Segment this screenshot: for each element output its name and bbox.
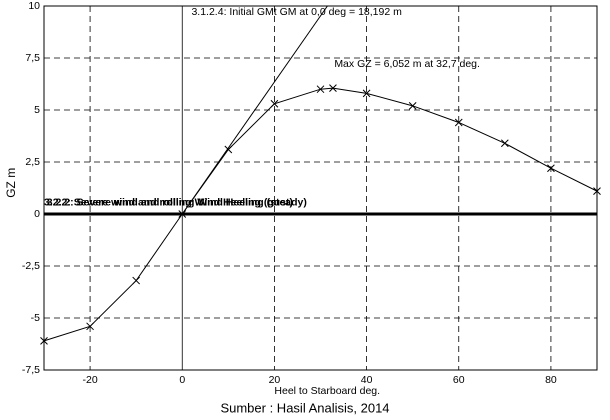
point-marker (86, 322, 94, 331)
annotation: 3.2.2: Severe wind and rolling Wind Heel… (47, 196, 307, 208)
point-marker (362, 89, 371, 98)
point-marker (500, 139, 509, 148)
plot-frame (43, 5, 598, 371)
y-tick-label: 2,5 (25, 156, 40, 168)
y-tick-label: 5 (34, 104, 40, 116)
y-tick-label: 10 (28, 0, 40, 12)
x-tick-label: 80 (545, 374, 557, 386)
point-marker (408, 101, 417, 110)
annotation: 3.2.2: Severe wind and rolling Wind Heel… (44, 196, 293, 208)
y-tick-label: -7,5 (22, 364, 40, 376)
x-tick-label: 20 (269, 374, 281, 386)
x-tick-label: 0 (179, 374, 185, 386)
y-tick-label: -5 (31, 312, 40, 324)
point-marker (547, 164, 555, 173)
point-marker (132, 276, 141, 285)
point-marker (316, 85, 325, 94)
y-tick-label: 7,5 (25, 52, 40, 64)
x-tick-label: 40 (361, 374, 373, 386)
caption: Sumber : Hasil Analisis, 2014 (220, 400, 389, 415)
annotation: Max GZ = 6,052 m at 32,7 deg. (334, 58, 480, 70)
x-tick-label: 60 (453, 374, 465, 386)
x-axis-label: Heel to Starboard deg. (274, 385, 380, 397)
point-marker (329, 84, 337, 92)
y-axis-label: GZ m (4, 168, 18, 198)
series-line (43, 87, 598, 342)
y-tick-label: 0 (34, 208, 40, 220)
series-line (181, 5, 328, 215)
point-marker (593, 187, 601, 195)
x-tick-label: -20 (82, 374, 97, 386)
y-tick-label: -2,5 (22, 260, 40, 272)
point-marker (454, 118, 463, 127)
annotation: 3.1.2.4: Initial GMt GM at 0,0 deg = 18,… (191, 6, 402, 18)
point-marker (270, 99, 279, 108)
point-marker (40, 337, 48, 345)
